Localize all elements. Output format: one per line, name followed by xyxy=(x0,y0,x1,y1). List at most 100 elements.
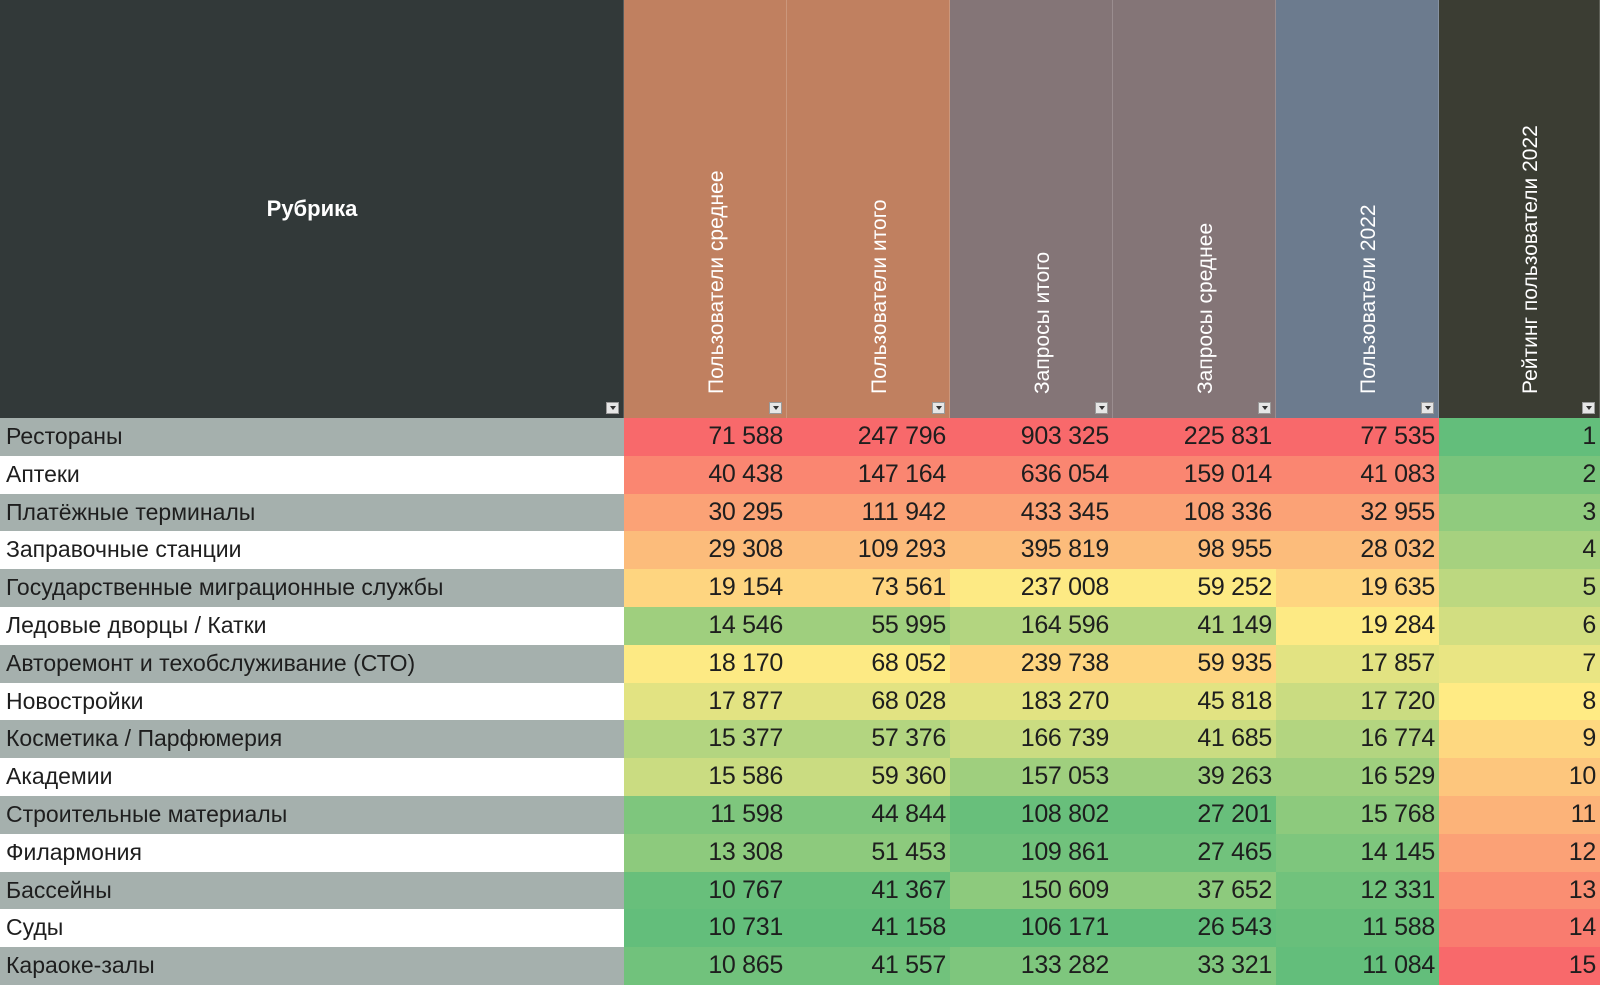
cell-users-avg[interactable]: 15 377 xyxy=(624,720,787,759)
cell-rating[interactable]: 11 xyxy=(1439,796,1600,834)
cell-queries-avg[interactable]: 41 149 xyxy=(1113,607,1276,645)
cell-queries-avg[interactable]: 39 263 xyxy=(1113,758,1276,796)
cell-users-total[interactable]: 247 796 xyxy=(787,418,950,456)
cell-users-avg[interactable]: 10 865 xyxy=(624,947,787,985)
cell-queries-avg[interactable]: 41 685 xyxy=(1113,720,1276,759)
filter-dropdown-icon[interactable] xyxy=(769,402,782,414)
filter-dropdown-icon[interactable] xyxy=(932,402,945,414)
header-users-total[interactable]: Пользователи итого xyxy=(787,0,950,418)
cell-queries-avg[interactable]: 37 652 xyxy=(1113,871,1276,910)
cell-users-avg[interactable]: 71 588 xyxy=(624,418,787,456)
header-queries-avg[interactable]: Запросы среднее xyxy=(1113,0,1276,418)
cell-queries-total[interactable]: 166 739 xyxy=(950,720,1113,759)
cell-users-2022[interactable]: 11 588 xyxy=(1276,909,1439,948)
cell-users-total[interactable]: 41 367 xyxy=(787,871,950,910)
cell-users-2022[interactable]: 19 635 xyxy=(1276,569,1439,607)
cell-queries-total[interactable]: 395 819 xyxy=(950,531,1113,570)
header-users-2022[interactable]: Пользователи 2022 xyxy=(1276,0,1439,418)
cell-users-total[interactable]: 68 052 xyxy=(787,644,950,683)
cell-users-total[interactable]: 109 293 xyxy=(787,531,950,570)
cell-queries-total[interactable]: 164 596 xyxy=(950,607,1113,645)
cell-queries-avg[interactable]: 27 465 xyxy=(1113,833,1276,872)
filter-dropdown-icon[interactable] xyxy=(1421,402,1434,414)
cell-users-2022[interactable]: 16 774 xyxy=(1276,720,1439,759)
cell-rating[interactable]: 9 xyxy=(1439,720,1600,759)
cell-queries-total[interactable]: 133 282 xyxy=(950,947,1113,985)
cell-users-2022[interactable]: 17 857 xyxy=(1276,644,1439,683)
cell-users-2022[interactable]: 19 284 xyxy=(1276,607,1439,645)
cell-rating[interactable]: 14 xyxy=(1439,909,1600,948)
cell-queries-total[interactable]: 109 861 xyxy=(950,833,1113,872)
filter-dropdown-icon[interactable] xyxy=(1582,402,1595,414)
cell-rating[interactable]: 4 xyxy=(1439,531,1600,570)
cell-rubric-name[interactable]: Строительные материалы xyxy=(0,796,624,834)
cell-users-avg[interactable]: 30 295 xyxy=(624,493,787,532)
cell-rubric-name[interactable]: Заправочные станции xyxy=(0,531,624,570)
cell-users-2022[interactable]: 41 083 xyxy=(1276,455,1439,494)
cell-users-avg[interactable]: 29 308 xyxy=(624,531,787,570)
cell-users-total[interactable]: 55 995 xyxy=(787,607,950,645)
cell-rating[interactable]: 13 xyxy=(1439,871,1600,910)
cell-queries-avg[interactable]: 159 014 xyxy=(1113,455,1276,494)
cell-rating[interactable]: 10 xyxy=(1439,758,1600,796)
cell-rating[interactable]: 6 xyxy=(1439,607,1600,645)
cell-rating[interactable]: 15 xyxy=(1439,947,1600,985)
cell-users-avg[interactable]: 11 598 xyxy=(624,796,787,834)
cell-queries-total[interactable]: 903 325 xyxy=(950,418,1113,456)
cell-users-avg[interactable]: 19 154 xyxy=(624,569,787,607)
cell-users-avg[interactable]: 10 767 xyxy=(624,871,787,910)
cell-users-avg[interactable]: 18 170 xyxy=(624,644,787,683)
cell-users-total[interactable]: 41 557 xyxy=(787,947,950,985)
cell-users-total[interactable]: 147 164 xyxy=(787,455,950,494)
header-users-avg[interactable]: Пользователи среднее xyxy=(624,0,787,418)
filter-dropdown-icon[interactable] xyxy=(606,402,619,414)
cell-rubric-name[interactable]: Академии xyxy=(0,758,624,796)
cell-users-2022[interactable]: 77 535 xyxy=(1276,418,1439,456)
cell-users-avg[interactable]: 13 308 xyxy=(624,833,787,872)
cell-users-avg[interactable]: 17 877 xyxy=(624,682,787,721)
cell-rating[interactable]: 12 xyxy=(1439,833,1600,872)
cell-queries-total[interactable]: 636 054 xyxy=(950,455,1113,494)
cell-rating[interactable]: 5 xyxy=(1439,569,1600,607)
cell-rubric-name[interactable]: Аптеки xyxy=(0,455,624,494)
cell-queries-total[interactable]: 433 345 xyxy=(950,493,1113,532)
cell-rubric-name[interactable]: Косметика / Парфюмерия xyxy=(0,720,624,759)
header-queries-total[interactable]: Запросы итого xyxy=(950,0,1113,418)
cell-users-2022[interactable]: 12 331 xyxy=(1276,871,1439,910)
cell-queries-total[interactable]: 150 609 xyxy=(950,871,1113,910)
cell-users-avg[interactable]: 40 438 xyxy=(624,455,787,494)
cell-rubric-name[interactable]: Платёжные терминалы xyxy=(0,493,624,532)
cell-users-avg[interactable]: 15 586 xyxy=(624,758,787,796)
cell-queries-avg[interactable]: 59 935 xyxy=(1113,644,1276,683)
cell-users-total[interactable]: 41 158 xyxy=(787,909,950,948)
cell-rubric-name[interactable]: Бассейны xyxy=(0,871,624,910)
cell-queries-avg[interactable]: 27 201 xyxy=(1113,796,1276,834)
cell-queries-total[interactable]: 237 008 xyxy=(950,569,1113,607)
cell-users-avg[interactable]: 14 546 xyxy=(624,607,787,645)
cell-users-total[interactable]: 68 028 xyxy=(787,682,950,721)
cell-rubric-name[interactable]: Караоке-залы xyxy=(0,947,624,985)
cell-users-total[interactable]: 51 453 xyxy=(787,833,950,872)
cell-users-total[interactable]: 73 561 xyxy=(787,569,950,607)
cell-rubric-name[interactable]: Рестораны xyxy=(0,418,624,456)
cell-queries-total[interactable]: 239 738 xyxy=(950,644,1113,683)
header-rubric[interactable]: Рубрика xyxy=(0,0,624,418)
cell-users-2022[interactable]: 11 084 xyxy=(1276,947,1439,985)
cell-queries-avg[interactable]: 26 543 xyxy=(1113,909,1276,948)
cell-queries-avg[interactable]: 225 831 xyxy=(1113,418,1276,456)
cell-rating[interactable]: 1 xyxy=(1439,418,1600,456)
cell-rubric-name[interactable]: Суды xyxy=(0,909,624,948)
cell-users-2022[interactable]: 14 145 xyxy=(1276,833,1439,872)
cell-rating[interactable]: 7 xyxy=(1439,644,1600,683)
cell-queries-total[interactable]: 108 802 xyxy=(950,796,1113,834)
cell-rubric-name[interactable]: Филармония xyxy=(0,833,624,872)
cell-queries-total[interactable]: 183 270 xyxy=(950,682,1113,721)
cell-users-2022[interactable]: 28 032 xyxy=(1276,531,1439,570)
cell-queries-total[interactable]: 106 171 xyxy=(950,909,1113,948)
cell-rubric-name[interactable]: Авторемонт и техобслуживание (СТО) xyxy=(0,644,624,683)
cell-queries-avg[interactable]: 108 336 xyxy=(1113,493,1276,532)
cell-rubric-name[interactable]: Ледовые дворцы / Катки xyxy=(0,607,624,645)
cell-users-2022[interactable]: 32 955 xyxy=(1276,493,1439,532)
cell-queries-total[interactable]: 157 053 xyxy=(950,758,1113,796)
cell-rubric-name[interactable]: Новостройки xyxy=(0,682,624,721)
